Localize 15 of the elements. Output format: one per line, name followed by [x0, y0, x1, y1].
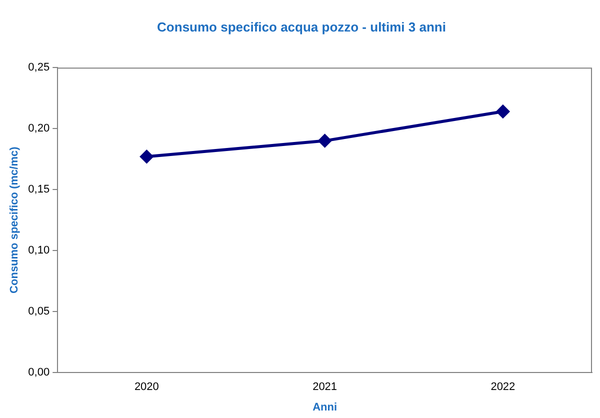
y-tick-label: 0,05: [28, 306, 50, 318]
x-tick-label: 2022: [490, 381, 516, 394]
y-tick-label: 0,15: [28, 184, 50, 196]
y-tick-label: 0,10: [28, 244, 50, 257]
y-tick-label: 0,00: [28, 366, 50, 379]
point: [496, 105, 510, 118]
point: [318, 134, 332, 148]
y-tick-label: 0,25: [28, 62, 50, 74]
chart-title: Consumo specifico acqua pozzo - ultimi 3 anni: [157, 19, 446, 34]
x-axis-title: Anni: [312, 401, 338, 414]
y-axis-title: Consumo specifico (mc/mc): [8, 146, 21, 294]
y-tick-label: 0,20: [28, 122, 50, 135]
point: [140, 150, 154, 164]
x-tick-label: 2020: [134, 381, 159, 394]
x-tick-label: 2021: [312, 381, 338, 394]
